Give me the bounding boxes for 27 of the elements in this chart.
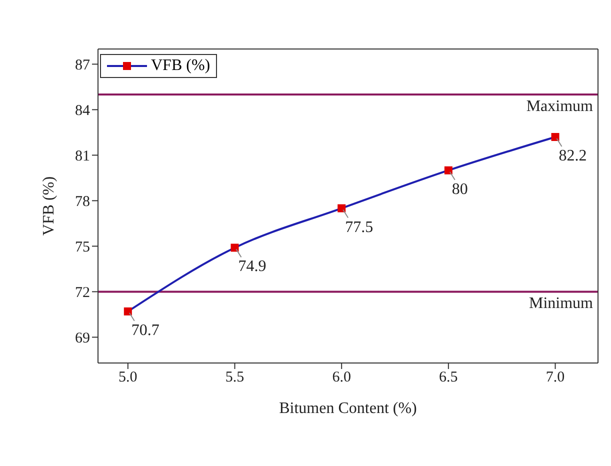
x-tick-label: 5.5 <box>225 370 244 386</box>
data-label: 80 <box>452 180 468 198</box>
point <box>338 204 346 212</box>
y-tick-label: 78 <box>75 194 90 210</box>
y-tick-label: 87 <box>75 57 90 74</box>
y-tick-label: 81 <box>75 148 90 165</box>
x-tick-label: 7.0 <box>546 370 565 386</box>
data-label: 82.2 <box>558 147 587 164</box>
x-tick-label: 5.0 <box>118 370 138 386</box>
y-tick-label: 75 <box>75 240 90 256</box>
y-tick-label: 84 <box>75 103 90 119</box>
point <box>230 244 239 252</box>
ref-line-label: Minimum <box>528 295 594 312</box>
data-label: 70.7 <box>131 322 160 339</box>
point <box>551 132 560 141</box>
point <box>444 166 452 174</box>
data-label: 77.5 <box>345 218 374 236</box>
ref-line-label: Maximum <box>526 98 594 115</box>
data-label: 74.9 <box>238 258 266 276</box>
x-tick-label: 6.0 <box>332 370 351 386</box>
legend-label: VFB (%) <box>151 57 210 75</box>
y-tick-label: 69 <box>75 330 90 347</box>
y-axis-title: VFB (%) <box>40 176 58 236</box>
point <box>124 307 132 316</box>
x-axis-title: Bitumen Content (%) <box>279 400 417 417</box>
y-tick-label: 72 <box>75 285 90 302</box>
x-tick-label: 6.5 <box>439 370 458 386</box>
